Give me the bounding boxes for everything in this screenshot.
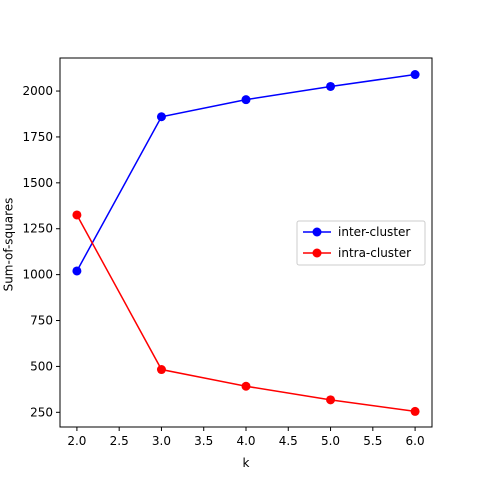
series-intra-cluster: [72, 210, 420, 416]
x-tick-label: 2.0: [67, 434, 86, 448]
data-point: [72, 266, 82, 276]
y-tick-label: 1250: [22, 222, 53, 236]
data-point: [241, 381, 251, 391]
series-inter-cluster: [72, 70, 420, 276]
legend-marker: [312, 227, 322, 237]
legend-label: intra-cluster: [338, 246, 411, 260]
legend-item-intra-cluster: intra-cluster: [303, 246, 411, 260]
legend-marker: [312, 248, 322, 258]
data-point: [326, 395, 336, 405]
legend-label: inter-cluster: [338, 225, 410, 239]
y-tick-label: 250: [30, 405, 53, 419]
y-axis: 250 500 750 1000 1250 1500 1750 2000: [22, 84, 60, 419]
x-tick-label: 5.5: [363, 434, 382, 448]
x-tick-label: 3.0: [152, 434, 171, 448]
y-tick-label: 1000: [22, 268, 53, 282]
x-tick-label: 4.5: [279, 434, 298, 448]
x-tick-label: 3.5: [194, 434, 213, 448]
y-axis-label: Sum-of-squares: [2, 198, 16, 292]
data-point: [410, 406, 420, 416]
legend: inter-cluster intra-cluster: [296, 220, 426, 266]
y-tick-label: 2000: [22, 84, 53, 98]
data-point: [410, 70, 420, 80]
x-tick-label: 2.5: [110, 434, 129, 448]
series-layer: [72, 70, 420, 416]
legend-item-inter-cluster: inter-cluster: [303, 225, 410, 239]
data-point: [156, 112, 166, 122]
x-axis-label: k: [243, 456, 250, 470]
data-point: [326, 81, 336, 91]
y-tick-label: 1500: [22, 176, 53, 190]
y-tick-label: 500: [30, 359, 53, 373]
x-axis: 2.0 2.5 3.0 3.5 4.0 4.5 5.0 5.5 6.0: [67, 427, 425, 448]
y-tick-label: 750: [30, 314, 53, 328]
legend-items: inter-cluster intra-cluster: [303, 225, 411, 260]
x-tick-label: 4.0: [236, 434, 255, 448]
x-tick-label: 5.0: [321, 434, 340, 448]
data-point: [156, 365, 166, 375]
x-tick-label: 6.0: [406, 434, 425, 448]
data-point: [241, 95, 251, 105]
data-point: [72, 210, 82, 220]
y-tick-label: 1750: [22, 130, 53, 144]
